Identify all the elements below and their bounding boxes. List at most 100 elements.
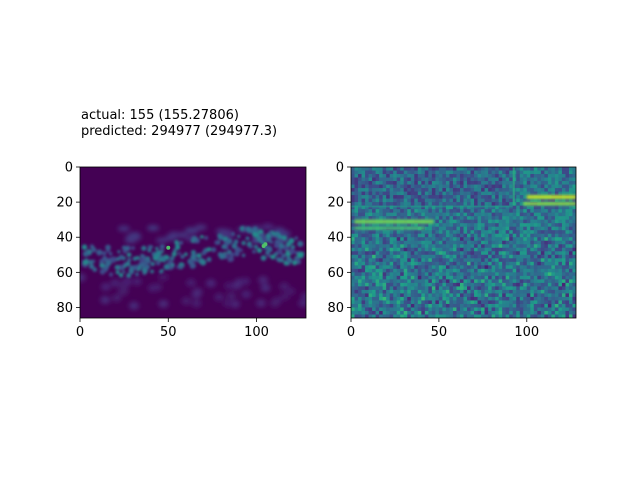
heat-cell [407,167,412,171]
heat-cell [421,296,426,301]
heat-cell [463,254,468,259]
heat-cell [438,310,443,315]
heat-cell [537,300,542,305]
heat-cell [477,233,482,238]
heat-cell [358,258,362,263]
heat-cell [442,303,447,308]
heat-cell [372,247,377,252]
heat-cell [382,212,387,217]
heat-cell [477,286,482,291]
heat-cell [386,237,391,242]
heat-cell [484,181,489,185]
heat-cell [498,251,503,256]
heat-cell [526,251,531,256]
heat-cell [428,177,433,182]
heat-cell [368,198,373,203]
heat-cell [372,205,377,210]
heat-cell [459,212,464,217]
heat-cell [372,240,377,245]
heat-cell [372,282,377,287]
heat-cell [365,279,369,284]
heat-cell [442,300,447,305]
heat-cell [467,226,471,231]
heat-cell [519,205,524,210]
heat-cell [421,293,426,298]
heat-cell [516,289,521,294]
heat-cell [509,167,514,171]
speckle [252,231,259,238]
heat-cell [351,251,355,256]
heat-cell [431,300,436,305]
heat-cell [516,195,521,200]
heat-cell [526,289,531,294]
speckle [108,272,114,277]
heat-cell [533,212,538,217]
heat-cell [509,195,514,200]
heat-cell [421,177,426,182]
heat-cell [481,289,485,294]
heat-cell [396,293,401,298]
heat-cell [361,177,366,182]
heat-cell [530,209,535,214]
speckle [290,244,296,250]
heat-cell [424,307,429,312]
heat-cell [389,272,394,277]
heat-cell [393,289,398,294]
heat-cell [386,209,391,214]
heat-cell [410,188,415,192]
heat-cell [452,209,457,214]
speckle [204,235,209,240]
heat-cell [565,177,570,182]
heat-cell [438,174,443,178]
heat-cell [375,279,380,284]
heat-cell [572,244,576,249]
heat-cell [495,261,500,266]
heat-cell [512,314,517,318]
heat-cell [505,275,510,280]
heat-cell [565,251,570,256]
heat-cell [474,279,478,284]
heat-cell [393,230,398,235]
heat-cell [382,310,387,315]
heat-cell [400,272,405,277]
heat-cell [424,258,429,263]
heat-cell [428,261,433,266]
heat-cell [530,198,535,203]
heat-cell [351,202,355,207]
heat-cell [449,240,454,245]
heat-cell [554,191,559,196]
heat-cell [379,188,384,192]
heat-cell [410,244,415,249]
heat-cell [554,272,559,277]
heat-cell [477,223,482,228]
heat-cell [361,188,366,192]
heat-cell [565,170,570,175]
heat-cell [568,251,573,256]
heat-cell [533,177,538,182]
heat-cell [396,191,401,196]
heat-cell [502,223,507,228]
heat-cell [354,310,359,315]
heat-cell [358,307,362,312]
heat-cell [452,216,457,221]
heat-cell [445,303,450,308]
heat-cell [470,303,475,308]
heat-cell [431,296,436,301]
heat-cell [449,195,454,200]
heat-cell [509,230,514,235]
heat-cell [375,177,380,182]
heat-cell [421,275,426,280]
heat-cell [502,181,507,185]
heat-cell [505,244,510,249]
heat-cell [361,230,366,235]
heat-cell [372,258,377,263]
heat-cell [396,289,401,294]
heat-cell [561,272,566,277]
heat-cell [516,216,521,221]
heat-cell [459,240,464,245]
heat-cell [421,223,426,228]
heat-cell [442,289,447,294]
heat-cell [551,258,556,263]
faint-blob [184,227,197,234]
heat-cell [530,223,535,228]
